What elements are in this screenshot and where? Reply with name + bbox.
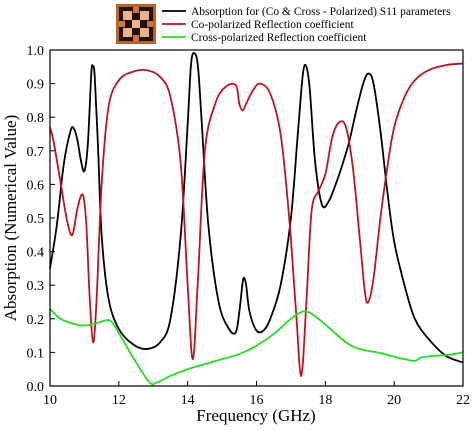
y-tick-label: 0.8 bbox=[27, 111, 45, 126]
legend-label-cross-polarized: Cross-polarized Reflection coefficient bbox=[191, 32, 367, 44]
y-tick-label: 0.4 bbox=[27, 246, 45, 261]
y-axis-title: Absorption (Numerical Value) bbox=[1, 115, 20, 321]
y-tick-label: 0.5 bbox=[27, 212, 45, 227]
legend-logo-icon bbox=[116, 4, 156, 44]
x-axis-title: Frequency (GHz) bbox=[196, 406, 315, 425]
series-line-co-polarized bbox=[49, 62, 464, 377]
y-tick-label: 0.2 bbox=[27, 313, 45, 328]
x-tick-label: 14 bbox=[181, 393, 195, 408]
legend-label-co-polarized: Co-polarized Reflection coefficient bbox=[191, 19, 354, 31]
y-tick-label: 0.9 bbox=[27, 78, 45, 93]
y-tick-label: 0.7 bbox=[27, 145, 45, 160]
y-tick-label: 0.3 bbox=[27, 279, 45, 294]
x-tick-label: 10 bbox=[43, 393, 57, 408]
x-tick-label: 20 bbox=[387, 393, 401, 408]
y-tick-label: 0.0 bbox=[27, 380, 45, 395]
legend-label-absorption: Absorption for (Co & Cross - Polarized) … bbox=[191, 6, 451, 18]
x-tick-label: 22 bbox=[456, 393, 470, 408]
series-line-cross-polarized bbox=[49, 308, 464, 386]
legend: Absorption for (Co & Cross - Polarized) … bbox=[116, 4, 451, 44]
ticks-layer: 10 12 14 16 18 20 22 0.0 0.1 0.2 0.3 0.4 0.5 0.6 0.7 0.… bbox=[27, 44, 471, 408]
plot-frame bbox=[49, 49, 464, 387]
series-layer bbox=[49, 52, 464, 386]
x-tick-label: 12 bbox=[112, 393, 126, 408]
y-tick-label: 0.1 bbox=[27, 346, 45, 361]
x-tick-label: 18 bbox=[318, 393, 332, 408]
y-tick-label: 0.6 bbox=[27, 178, 45, 193]
x-tick-label: 16 bbox=[250, 393, 264, 408]
y-tick-label: 1.0 bbox=[27, 44, 45, 59]
series-line-absorption bbox=[49, 52, 464, 364]
